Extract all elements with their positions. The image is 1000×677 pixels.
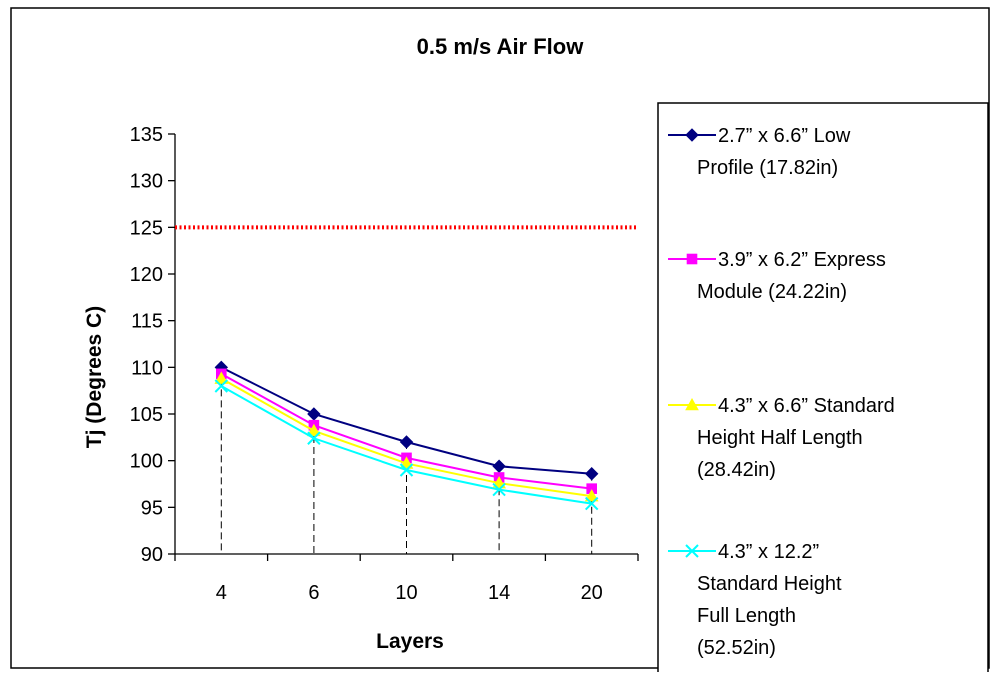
legend-label: Standard Height [697, 573, 842, 595]
y-tick-label: 115 [131, 311, 163, 333]
legend-label: Module (24.22in) [697, 281, 847, 303]
data-point [307, 423, 321, 437]
y-tick-label: 105 [130, 404, 163, 426]
y-tick-label: 110 [131, 357, 163, 379]
legend-label: 3.9” x 6.2” Express [718, 249, 886, 271]
legend-label: Profile (17.82in) [697, 157, 838, 179]
x-tick-label: 10 [395, 582, 417, 604]
data-point [492, 476, 506, 489]
data-point [584, 496, 599, 511]
legend-label: Height Half Length [697, 427, 863, 449]
legend-label: 4.3” x 12.2” [718, 541, 819, 563]
x-axis-label: Layers [376, 630, 444, 653]
x-tick-label: 4 [216, 582, 227, 604]
y-tick-label: 125 [130, 217, 163, 239]
legend-label: 4.3” x 6.6” Standard [718, 395, 895, 417]
y-axis-label: Tj (Degrees C) [83, 306, 106, 448]
legend-swatch-marker [685, 128, 699, 142]
data-point [399, 463, 414, 477]
data-point [584, 489, 599, 502]
legend-swatch-marker [686, 253, 698, 265]
y-tick-label: 120 [130, 264, 163, 286]
x-tick-label: 20 [581, 582, 603, 604]
y-tick-label: 90 [141, 544, 163, 566]
x-tick-label: 6 [308, 582, 319, 604]
data-point [307, 431, 321, 445]
legend-box [657, 102, 989, 674]
y-tick-label: 95 [141, 497, 163, 519]
legend-swatch-marker [685, 397, 699, 411]
data-point [214, 379, 229, 393]
data-point [399, 435, 414, 449]
chart-title: 0.5 m/s Air Flow [417, 34, 585, 59]
y-tick-label: 135 [130, 124, 163, 146]
x-tick-label: 14 [488, 582, 510, 604]
data-point [584, 467, 599, 481]
data-point [399, 456, 414, 469]
y-tick-label: 130 [130, 171, 163, 193]
legend-label: (52.52in) [697, 637, 776, 659]
legend-label: (28.42in) [697, 459, 776, 481]
legend-swatch-marker [685, 544, 699, 558]
legend-label: 2.7” x 6.6” Low [718, 125, 851, 147]
y-tick-label: 100 [130, 451, 163, 473]
data-point [492, 482, 506, 497]
legend-label: Full Length [697, 605, 796, 627]
data-point [214, 371, 229, 384]
